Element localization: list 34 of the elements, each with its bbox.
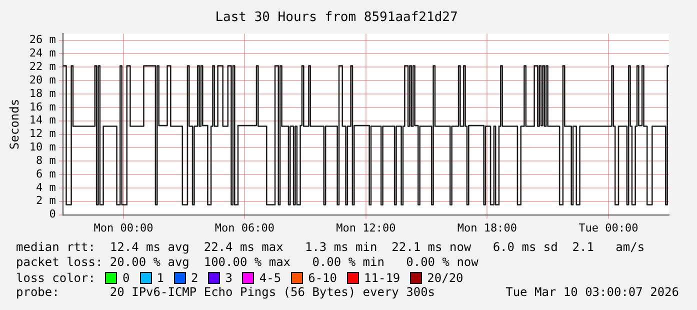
text: 6-10: [308, 270, 338, 284]
text: 3: [225, 270, 232, 284]
x-tick-label: Mon 06:00: [214, 221, 275, 234]
y-tick-label: 4 m: [36, 180, 56, 194]
y-tick-label: 16 m: [29, 100, 56, 114]
text: 11-19: [364, 270, 400, 284]
text: 2: [190, 270, 198, 284]
text: 1: [156, 270, 164, 284]
y-tick-label: 22 m: [29, 60, 56, 74]
text: median rtt: 12.4 ms avg 22.4 ms max 1.3 ms min 22.1 ms now 6.0 ms sd 2.1 am/s: [16, 240, 646, 255]
y-tick-label: 26 m: [29, 33, 56, 46]
y-tick-label: 24 m: [29, 46, 56, 60]
text: 20/20: [427, 270, 464, 284]
text: loss color:: [16, 270, 96, 284]
text: packet loss: 20.00 % avg 100.00 % max 0.00 % min 0.00 % now: [16, 255, 480, 270]
y-axis-title: Seconds: [7, 98, 22, 150]
x-tick-label: Mon 18:00: [457, 221, 517, 234]
text: Tue Mar 10 03:00:07 2026: [506, 285, 679, 300]
text: probe: 20 IPv6-ICMP Echo Pings (56 Bytes) every 300s: [16, 285, 436, 300]
y-tick-label: 18 m: [29, 86, 56, 100]
y-tick-label: 12 m: [29, 127, 56, 140]
y-tick-label: 10 m: [29, 140, 56, 154]
x-tick-label: Tue 00:00: [578, 221, 638, 234]
text: 4-5: [259, 270, 282, 284]
y-tick-label: 6 m: [36, 167, 56, 180]
text: 0: [122, 270, 130, 284]
y-tick-label: 2 m: [36, 194, 56, 208]
y-tick-label: 14 m: [29, 114, 56, 127]
y-tick-label: 8 m: [36, 154, 56, 167]
y-tick-label: 0: [49, 208, 56, 221]
x-tick-label: Mon 12:00: [336, 221, 396, 234]
y-tick-label: 20 m: [29, 73, 56, 86]
x-tick-label: Mon 00:00: [94, 221, 154, 234]
chart-title: Last 30 Hours from 8591aaf21d27: [215, 10, 458, 26]
